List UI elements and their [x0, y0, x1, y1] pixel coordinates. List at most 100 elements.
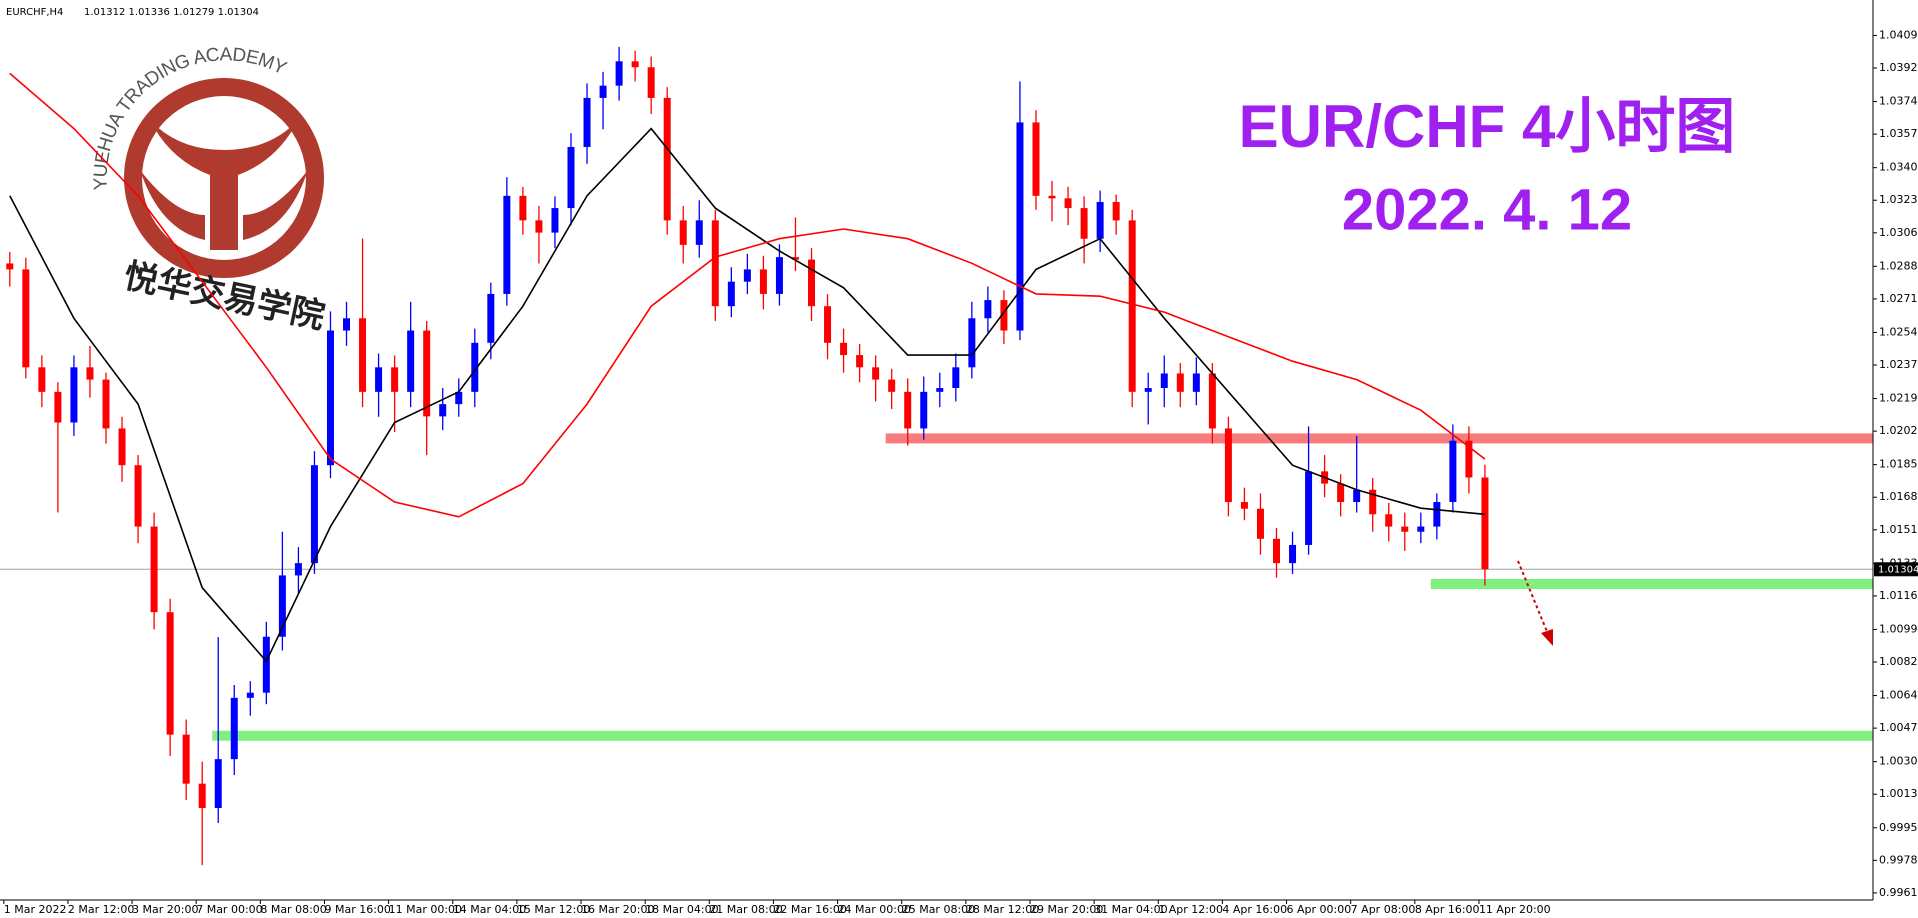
candle-body — [1080, 208, 1088, 239]
y-tick-label: 1.01680 — [1879, 490, 1918, 503]
plot-area — [0, 46, 1874, 866]
y-tick-label: 1.03745 — [1879, 95, 1918, 108]
x-tick-label: 9 Mar 16:00 — [324, 903, 390, 916]
candle-body — [952, 367, 960, 389]
y-tick-label: 1.03230 — [1879, 193, 1918, 206]
y-tick-label: 1.00645 — [1879, 689, 1918, 702]
y-tick-label: 1.01165 — [1879, 589, 1918, 602]
arrow-head — [1541, 629, 1553, 646]
candle-body — [1417, 526, 1425, 532]
candle-body — [6, 263, 14, 270]
candle-body — [487, 293, 495, 343]
current-price-box — [1874, 562, 1918, 577]
forecast-arrow — [1517, 560, 1553, 646]
y-tick-label: 1.00475 — [1879, 721, 1918, 734]
x-tick-label: 28 Mar 12:00 — [966, 903, 1039, 916]
candle-body — [278, 575, 286, 637]
x-tick-label: 14 Mar 04:00 — [453, 903, 526, 916]
x-tick-label: 7 Apr 08:00 — [1351, 903, 1416, 916]
candle-body — [1481, 477, 1489, 570]
candle-body — [262, 636, 270, 693]
x-tick-label: 1 Mar 2022 — [4, 903, 67, 916]
candle-body — [615, 61, 623, 86]
candle-body — [423, 330, 431, 417]
candle-body — [1160, 373, 1168, 389]
candle-body — [1000, 300, 1008, 331]
candle-body — [583, 97, 591, 147]
x-tick-label: 8 Apr 16:00 — [1415, 903, 1480, 916]
x-tick-label: 11 Mar 00:00 — [389, 903, 462, 916]
candle-body — [599, 85, 607, 98]
y-tick-label: 0.99785 — [1879, 853, 1918, 866]
ohlc-header: 1.01312 1.01336 1.01279 1.01304 — [84, 7, 259, 18]
y-tick-label: 1.01850 — [1879, 458, 1918, 471]
candle-body — [743, 269, 751, 282]
x-tick-label: 18 Mar 04:00 — [645, 903, 718, 916]
candle-body — [920, 391, 928, 429]
x-tick-label: 29 Mar 20:00 — [1030, 903, 1103, 916]
level-zone — [885, 433, 1873, 444]
candle-body — [1224, 428, 1232, 503]
candle-body — [1433, 502, 1441, 527]
candle-body — [984, 300, 992, 319]
y-tick-label: 1.04090 — [1879, 28, 1918, 41]
candle-body — [1144, 388, 1152, 392]
candle-body — [166, 612, 174, 735]
candle-body — [968, 318, 976, 368]
candle-body — [326, 330, 334, 466]
candle-body — [230, 697, 238, 760]
symbol-label: EURCHF,H4 — [6, 7, 63, 18]
logo-mark — [140, 170, 308, 240]
candle-body — [1016, 122, 1024, 331]
x-tick-label: 24 Mar 00:00 — [838, 903, 911, 916]
y-tick-label: 1.01510 — [1879, 523, 1918, 536]
y-tick-label: 1.00820 — [1879, 655, 1918, 668]
candle-body — [679, 220, 687, 245]
candle-body — [134, 465, 142, 527]
candle-body — [1240, 502, 1248, 509]
candle-body — [471, 342, 479, 392]
y-tick-label: 0.99615 — [1879, 886, 1918, 899]
candle-body — [711, 220, 719, 307]
candle-body — [1305, 471, 1313, 545]
candle-body — [904, 391, 912, 429]
arrow-line — [1517, 560, 1549, 635]
x-tick-label: 3 Mar 20:00 — [132, 903, 198, 916]
candle-body — [375, 367, 383, 392]
candle-body — [695, 220, 703, 245]
x-tick-label: 7 Mar 00:00 — [196, 903, 262, 916]
candle-body — [663, 97, 671, 221]
candle-body — [1064, 198, 1072, 209]
candle-body — [1369, 489, 1377, 515]
candle-body — [310, 465, 318, 564]
level-zone — [212, 730, 1874, 741]
y-tick-label: 0.99955 — [1879, 821, 1918, 834]
candle-body — [840, 342, 848, 356]
y-tick-label: 1.02540 — [1879, 325, 1918, 338]
candle-body — [631, 61, 639, 68]
moving-average — [9, 127, 1486, 663]
candle-body — [22, 269, 30, 368]
candle-body — [1032, 122, 1040, 196]
x-tick-label: 1 Apr 12:00 — [1158, 903, 1223, 916]
y-tick-label: 1.02370 — [1879, 358, 1918, 371]
candle-body — [856, 355, 864, 368]
candle-body — [198, 783, 206, 809]
y-tick-label: 1.02715 — [1879, 292, 1918, 305]
moving-average — [9, 72, 1486, 518]
candle-body — [1192, 373, 1200, 392]
candle-body — [54, 391, 62, 423]
candle-body — [567, 146, 575, 209]
candle-body — [808, 259, 816, 307]
x-tick-label: 16 Mar 20:00 — [581, 903, 654, 916]
candle-body — [1048, 195, 1056, 199]
candle-body — [1289, 544, 1297, 564]
candle-body — [182, 734, 190, 784]
candle-body — [1176, 373, 1184, 392]
candle-body — [824, 306, 832, 343]
candle-body — [727, 281, 735, 307]
chart-title: EUR/CHF 4小时图 — [1239, 93, 1736, 160]
candle-body — [343, 318, 351, 331]
